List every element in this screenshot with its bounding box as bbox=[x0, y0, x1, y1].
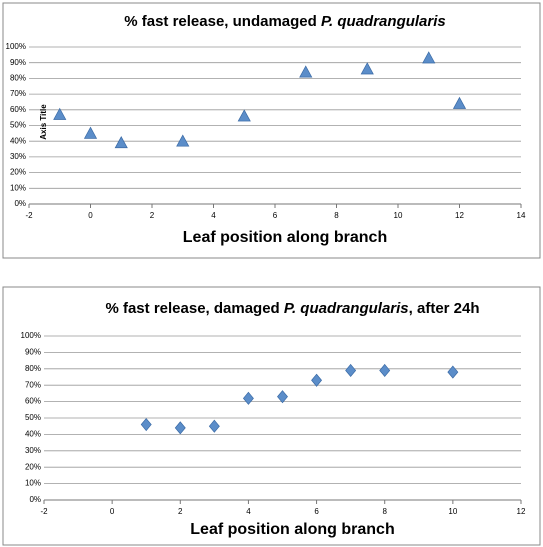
x-tick-label: 0 bbox=[88, 211, 93, 220]
y-tick-label: 40% bbox=[10, 136, 26, 145]
marker bbox=[311, 373, 323, 387]
y-tick-label: 70% bbox=[10, 89, 26, 98]
y-tick-label: 10% bbox=[25, 479, 41, 488]
chart-title: % fast release, damaged P. quadrangulari… bbox=[105, 300, 479, 317]
marker bbox=[114, 136, 128, 149]
x-axis-label: Leaf position along branch bbox=[190, 521, 394, 538]
x-tick-label: 8 bbox=[334, 211, 339, 220]
y-tick-label: 100% bbox=[21, 331, 41, 340]
marker bbox=[452, 96, 467, 109]
chart-title: % fast release, undamaged P. quadrangula… bbox=[124, 13, 446, 30]
y-tick-label: 100% bbox=[6, 42, 26, 51]
chart: % fast release, damaged P. quadrangulari… bbox=[2, 286, 541, 546]
x-tick-label: -2 bbox=[40, 507, 48, 516]
y-tick-label: 0% bbox=[14, 199, 26, 208]
y-tick-label: 50% bbox=[25, 413, 41, 422]
title-part: % fast release, damaged bbox=[105, 300, 283, 317]
y-tick-label: 30% bbox=[10, 152, 26, 161]
title-part: % fast release, undamaged bbox=[124, 13, 321, 30]
marker bbox=[176, 134, 190, 147]
x-tick-label: 6 bbox=[314, 507, 319, 516]
x-tick-label: 6 bbox=[273, 211, 278, 220]
marker bbox=[447, 365, 459, 379]
x-tick-label: 4 bbox=[211, 211, 216, 220]
title-part: , after 24h bbox=[409, 300, 480, 317]
y-tick-label: 20% bbox=[25, 462, 41, 471]
x-tick-label: 2 bbox=[150, 211, 155, 220]
y-tick-label: 60% bbox=[10, 105, 26, 114]
marker bbox=[360, 62, 374, 75]
x-tick-label: 10 bbox=[448, 507, 457, 516]
y-tick-label: 90% bbox=[25, 348, 41, 357]
y-tick-label: 70% bbox=[25, 380, 41, 389]
x-tick-label: 0 bbox=[110, 507, 115, 516]
y-tick-label: 10% bbox=[10, 183, 26, 192]
x-tick-label: 8 bbox=[382, 507, 387, 516]
y-tick-label: 30% bbox=[25, 446, 41, 455]
title-part: P. quadrangularis bbox=[321, 13, 446, 30]
y-tick-label: 40% bbox=[25, 430, 41, 439]
marker bbox=[237, 109, 251, 122]
y-tick-label: 0% bbox=[29, 495, 41, 504]
x-tick-label: 4 bbox=[246, 507, 251, 516]
marker bbox=[208, 419, 220, 433]
x-tick-label: 12 bbox=[455, 211, 464, 220]
x-tick-label: 2 bbox=[178, 507, 183, 516]
x-tick-label: -2 bbox=[25, 211, 33, 220]
marker bbox=[277, 390, 288, 404]
marker bbox=[53, 107, 67, 120]
chart-border bbox=[2, 286, 541, 546]
marker bbox=[174, 421, 186, 435]
marker bbox=[379, 363, 391, 377]
title-part: P. quadrangularis bbox=[284, 300, 409, 317]
y-tick-label: 50% bbox=[10, 121, 26, 130]
chart: % fast release, undamaged P. quadrangula… bbox=[2, 2, 541, 259]
x-axis-label: Leaf position along branch bbox=[183, 229, 387, 246]
x-tick-label: 12 bbox=[517, 507, 526, 516]
y-tick-label: 80% bbox=[25, 364, 41, 373]
marker bbox=[242, 391, 254, 405]
marker bbox=[299, 65, 313, 78]
y-tick-label: 80% bbox=[10, 74, 26, 83]
marker bbox=[422, 51, 436, 64]
y-axis-label: Axis Title bbox=[39, 104, 48, 140]
y-tick-label: 90% bbox=[10, 58, 26, 67]
marker bbox=[140, 418, 152, 432]
marker bbox=[83, 126, 98, 139]
x-tick-label: 10 bbox=[394, 211, 403, 220]
x-tick-label: 14 bbox=[517, 211, 526, 220]
marker bbox=[345, 363, 357, 377]
y-tick-label: 20% bbox=[10, 168, 26, 177]
y-tick-label: 60% bbox=[25, 397, 41, 406]
